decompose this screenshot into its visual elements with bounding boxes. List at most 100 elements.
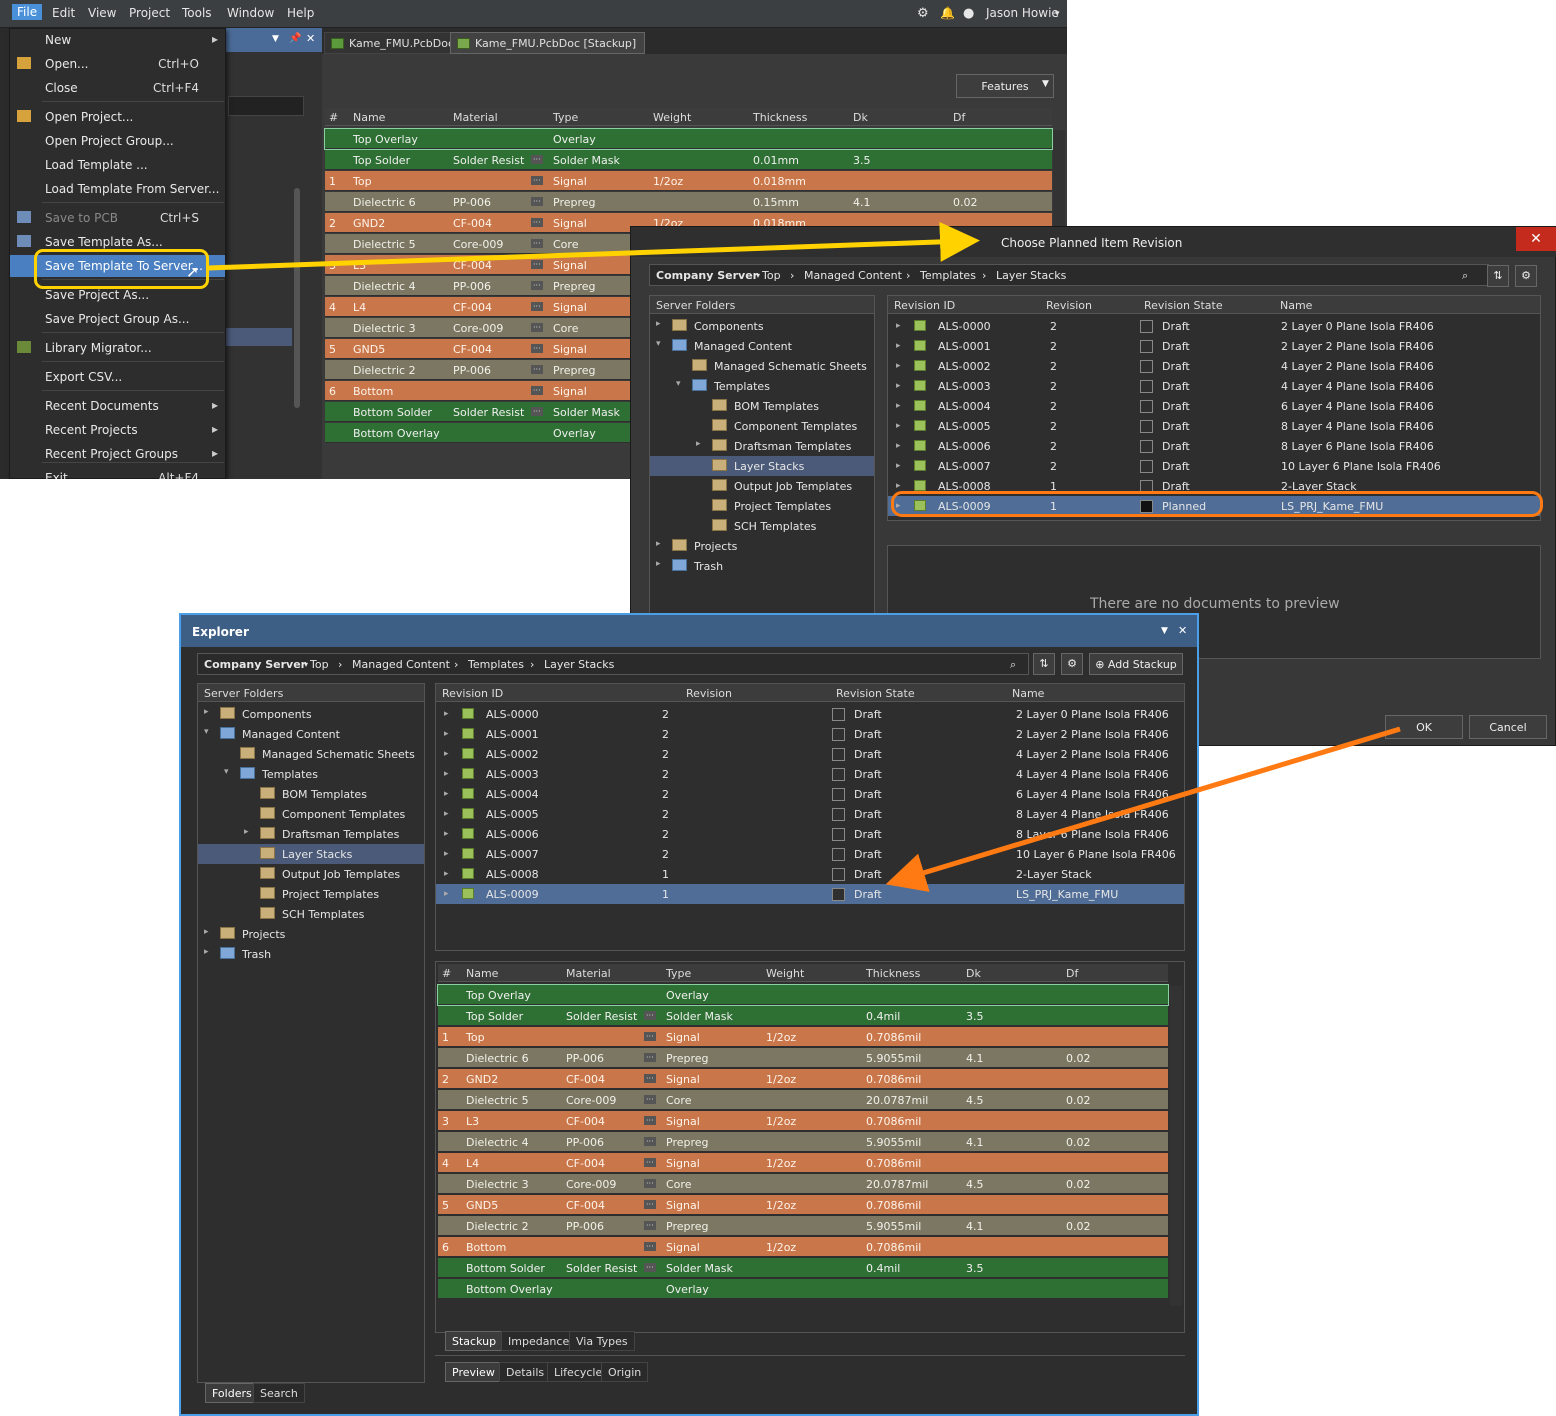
col-revision-id[interactable]: Revision ID — [442, 687, 504, 700]
stack-row[interactable]: 5 GND5 CF-004 Signal 1/2oz 0.7086mil ··· — [438, 1195, 1168, 1215]
panel-search-input[interactable] — [228, 96, 304, 116]
col-thickness[interactable]: Thickness — [866, 967, 921, 980]
revision-row[interactable]: ▸ ALS-0002 2 Draft 4 Layer 2 Plane Isola FR4… — [436, 744, 1184, 764]
material-browse-button[interactable]: ··· — [644, 1053, 656, 1062]
tab-search[interactable]: Search — [253, 1383, 305, 1403]
stack-row[interactable]: Top Solder Solder Resist Solder Mask 0.4mil… — [438, 1006, 1168, 1026]
expand-icon[interactable]: ▸ — [244, 827, 249, 837]
chevron-down-icon[interactable]: ▾ — [1055, 9, 1060, 19]
material-browse-button[interactable]: ··· — [531, 218, 543, 227]
revision-row[interactable]: ▸ ALS-0003 2 Draft 4 Layer 4 Plane Isola FR4… — [888, 376, 1540, 396]
expand-icon[interactable]: ▸ — [656, 319, 661, 329]
close-icon[interactable]: ✕ — [1178, 624, 1188, 637]
folder-draftsman-templates[interactable]: ▸ Draftsman Templates — [650, 436, 874, 456]
folder-managed-schematic-sheets[interactable]: Managed Schematic Sheets — [650, 356, 874, 376]
tab-preview[interactable]: Preview — [445, 1362, 502, 1382]
revision-row[interactable]: ▸ ALS-0004 2 Draft 6 Layer 4 Plane Isola FR4… — [436, 784, 1184, 804]
folder-sch-templates[interactable]: SCH Templates — [198, 904, 424, 924]
breadcrumb-templates[interactable]: Templates — [468, 658, 524, 671]
expand-icon[interactable]: ▸ — [656, 559, 661, 569]
folder-components[interactable]: ▸ Components — [198, 704, 424, 724]
stack-row[interactable]: Dielectric 5 Core-009 Core 20.0787mil 4.5 0.0… — [438, 1090, 1168, 1110]
menu-item-save-to-pcb[interactable]: Save to PCB Ctrl+S — [10, 207, 225, 229]
revision-row[interactable]: ▸ ALS-0001 2 Draft 2 Layer 2 Plane Isola FR4… — [888, 336, 1540, 356]
folder-managed-content[interactable]: ▾ Managed Content — [198, 724, 424, 744]
col-revision-state[interactable]: Revision State — [1144, 299, 1223, 312]
col-dk[interactable]: Dk — [853, 111, 868, 124]
menu-item-recent-documents[interactable]: Recent Documents ▸ — [10, 395, 225, 417]
tab-impedance[interactable]: Impedance — [501, 1331, 577, 1351]
menu-help[interactable]: Help — [287, 6, 315, 20]
breadcrumb-managed-content[interactable]: Managed Content — [804, 269, 902, 282]
menu-item-save-template-as[interactable]: Save Template As... — [10, 231, 225, 253]
folder-trash[interactable]: ▸ Trash — [650, 556, 874, 576]
collapse-icon[interactable]: ▾ — [224, 767, 229, 777]
folder-draftsman-templates[interactable]: ▸ Draftsman Templates — [198, 824, 424, 844]
add-stackup-button[interactable]: ⊕ Add Stackup — [1089, 653, 1183, 675]
menu-item-save-project-group-as[interactable]: Save Project Group As... — [10, 308, 225, 330]
menu-item-load-template[interactable]: Load Template ... — [10, 154, 225, 176]
material-browse-button[interactable]: ··· — [644, 1221, 656, 1230]
breadcrumb-top[interactable]: Top — [762, 269, 781, 282]
folder-bom-templates[interactable]: BOM Templates — [650, 396, 874, 416]
menu-edit[interactable]: Edit — [52, 6, 76, 20]
material-browse-button[interactable]: ··· — [644, 1032, 656, 1041]
folder-layer-stacks[interactable]: Layer Stacks — [198, 844, 424, 864]
close-icon[interactable]: ✕ — [306, 32, 316, 45]
col-type[interactable]: Type — [666, 967, 692, 980]
cancel-button[interactable]: Cancel — [1469, 715, 1547, 739]
stack-row[interactable]: Top Solder Solder Resist Solder Mask 0.01mm… — [325, 150, 1052, 170]
close-button[interactable]: ✕ — [1516, 227, 1556, 251]
material-browse-button[interactable]: ··· — [644, 1158, 656, 1167]
stack-row[interactable]: 6 Bottom Signal 1/2oz 0.7086mil ··· — [438, 1237, 1168, 1257]
refresh-button[interactable]: ⇅ — [1487, 265, 1509, 287]
revision-row[interactable]: ▸ ALS-0008 1 Draft 2-Layer Stack — [888, 476, 1540, 496]
folder-managed-schematic-sheets[interactable]: Managed Schematic Sheets — [198, 744, 424, 764]
menu-item-export-csv[interactable]: Export CSV... — [10, 366, 225, 388]
revision-row[interactable]: ▸ ALS-0000 2 Draft 2 Layer 0 Plane Isola FR4… — [436, 704, 1184, 724]
user-icon[interactable]: ● — [963, 6, 975, 21]
material-browse-button[interactable]: ··· — [531, 281, 543, 290]
material-browse-button[interactable]: ··· — [531, 155, 543, 164]
breadcrumb-layer-stacks[interactable]: Layer Stacks — [544, 658, 615, 671]
revision-row[interactable]: ▸ ALS-0003 2 Draft 4 Layer 4 Plane Isola FR4… — [436, 764, 1184, 784]
folder-output-job-templates[interactable]: Output Job Templates — [198, 864, 424, 884]
revision-row[interactable]: ▸ ALS-0000 2 Draft 2 Layer 0 Plane Isola FR4… — [888, 316, 1540, 336]
collapse-icon[interactable]: ▾ — [676, 379, 681, 389]
tab-origin[interactable]: Origin — [601, 1362, 649, 1382]
menu-view[interactable]: View — [88, 6, 117, 20]
folder-managed-content[interactable]: ▾ Managed Content — [650, 336, 874, 356]
menu-item-load-template-from-server[interactable]: Load Template From Server... — [10, 178, 225, 200]
menu-item-save-template-to-server[interactable]: Save Template To Server... — [10, 255, 225, 277]
revision-row[interactable]: ▸ ALS-0007 2 Draft 10 Layer 6 Plane Isola FR… — [436, 844, 1184, 864]
selected-project-row[interactable] — [226, 328, 292, 346]
menu-item-exit[interactable]: Exit Alt+F4 — [10, 467, 225, 479]
material-browse-button[interactable]: ··· — [644, 1116, 656, 1125]
breadcrumb-top[interactable]: Top — [310, 658, 329, 671]
folder-projects[interactable]: ▸ Projects — [650, 536, 874, 556]
col-name[interactable]: Name — [1012, 687, 1045, 700]
stack-row[interactable]: Dielectric 2 PP-006 Prepreg 5.9055mil 4.1 0.0… — [438, 1216, 1168, 1236]
folder-components[interactable]: ▸ Components — [650, 316, 874, 336]
revision-row[interactable]: ▸ ALS-0001 2 Draft 2 Layer 2 Plane Isola FR4… — [436, 724, 1184, 744]
search-icon[interactable]: ⌕ — [1010, 658, 1017, 671]
user-name[interactable]: Jason Howie — [986, 6, 1059, 20]
menu-item-library-migrator[interactable]: Library Migrator... — [10, 337, 225, 359]
folder-bom-templates[interactable]: BOM Templates — [198, 784, 424, 804]
col-dk[interactable]: Dk — [966, 967, 981, 980]
panel-menu-icon[interactable]: ▼ — [1161, 626, 1168, 636]
breadcrumb-layer-stacks[interactable]: Layer Stacks — [996, 269, 1067, 282]
scrollbar[interactable] — [294, 188, 300, 408]
collapse-icon[interactable]: ▾ — [656, 339, 661, 349]
stack-row[interactable]: Dielectric 3 Core-009 Core 20.0787mil 4.5 0.0… — [438, 1174, 1168, 1194]
col-revision-id[interactable]: Revision ID — [894, 299, 956, 312]
pin-icon[interactable]: 📌 — [289, 33, 302, 44]
folder-project-templates[interactable]: Project Templates — [650, 496, 874, 516]
material-browse-button[interactable]: ··· — [644, 1242, 656, 1251]
folder-project-templates[interactable]: Project Templates — [198, 884, 424, 904]
stack-row[interactable]: Dielectric 4 PP-006 Prepreg 5.9055mil 4.1 0.0… — [438, 1132, 1168, 1152]
folder-output-job-templates[interactable]: Output Job Templates — [650, 476, 874, 496]
menu-project[interactable]: Project — [129, 6, 171, 20]
menu-item-new[interactable]: New ▸ — [10, 29, 225, 51]
menu-item-save-project-as[interactable]: Save Project As... — [10, 284, 225, 306]
